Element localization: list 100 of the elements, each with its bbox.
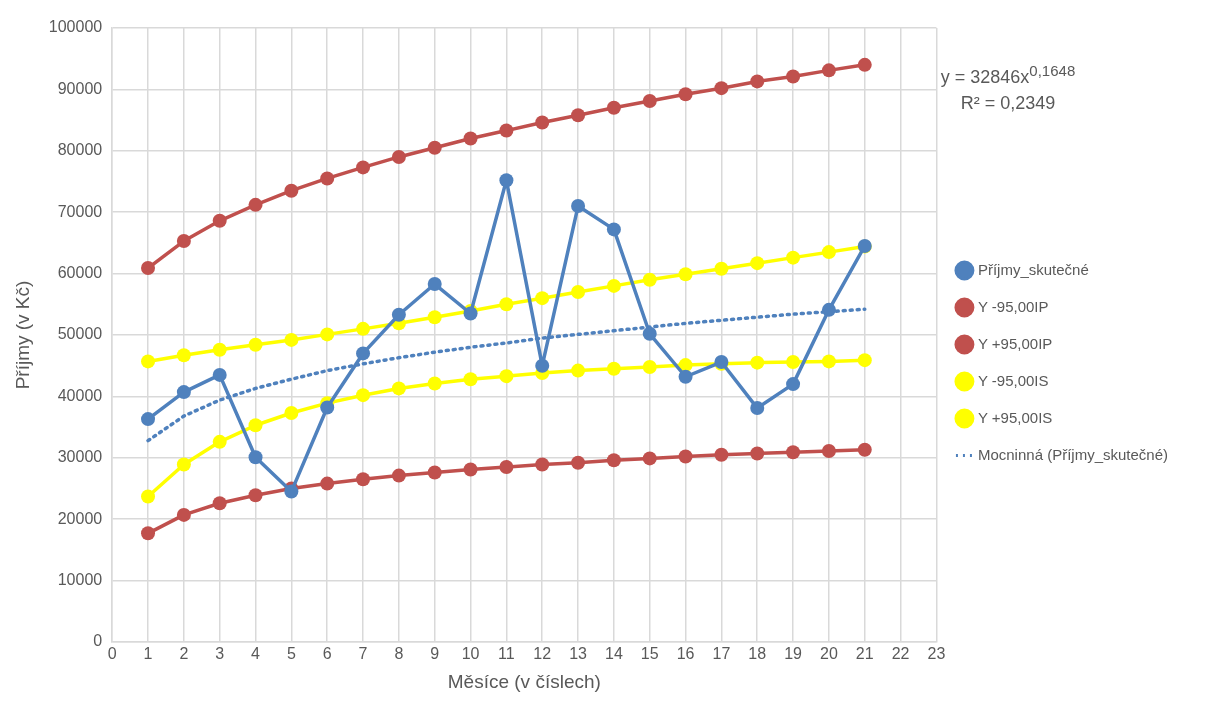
point	[750, 256, 765, 271]
text: y = 32846x$^{0,1648}$	[939, 61, 1077, 89]
legend-label: Y +95,00IP	[977, 334, 1053, 352]
point	[212, 434, 227, 449]
point	[499, 173, 514, 188]
x-tick-label: 3	[215, 645, 225, 663]
point	[786, 355, 801, 370]
point	[714, 261, 729, 276]
point	[750, 446, 765, 461]
x-tick-label: 9	[430, 645, 440, 663]
point	[714, 447, 729, 462]
x-tick-label: 8	[394, 645, 404, 663]
point	[821, 354, 836, 369]
x-tick-label: 11	[498, 645, 515, 663]
point	[212, 213, 227, 228]
point	[427, 376, 442, 391]
point	[212, 342, 227, 357]
point	[176, 507, 191, 522]
point	[571, 363, 586, 378]
point	[212, 367, 227, 382]
point	[857, 353, 872, 368]
point	[606, 453, 621, 468]
point	[391, 468, 406, 483]
point	[141, 526, 156, 541]
x-tick-label: 18	[748, 645, 767, 663]
point	[606, 100, 621, 115]
x-tick-label: 5	[286, 645, 296, 663]
point	[356, 160, 371, 175]
x-tick-label: 20	[820, 645, 838, 663]
y-tick-label: 20000	[57, 509, 103, 527]
point	[678, 449, 693, 464]
point	[248, 197, 263, 212]
point	[427, 277, 442, 292]
y-tick-label: 0	[93, 632, 103, 650]
point	[786, 69, 801, 84]
point	[141, 489, 156, 504]
y-tick-label: 50000	[57, 325, 103, 343]
y-tick-label: 80000	[57, 141, 103, 159]
point	[571, 285, 586, 300]
point	[499, 369, 514, 384]
point	[499, 297, 514, 312]
point	[857, 442, 872, 457]
legend-label: Y -95,00IP	[977, 297, 1049, 315]
x-tick-label: 14	[605, 645, 623, 663]
point	[356, 388, 371, 403]
point	[642, 326, 657, 341]
x-tick-label: 0	[107, 645, 117, 663]
x-tick-label: 2	[179, 645, 189, 663]
point	[212, 496, 227, 511]
point	[463, 372, 478, 387]
point	[463, 462, 478, 477]
point	[750, 74, 765, 89]
point	[535, 457, 550, 472]
point	[141, 354, 156, 369]
point	[427, 310, 442, 325]
point	[821, 63, 836, 78]
point	[356, 472, 371, 487]
point	[391, 307, 406, 322]
point	[248, 418, 263, 433]
x-tick-label: 17	[712, 645, 731, 663]
point	[176, 234, 191, 249]
x-tick-label: 6	[322, 645, 332, 663]
point	[427, 465, 442, 480]
y-tick-label: 30000	[57, 448, 103, 466]
point	[571, 199, 586, 214]
point	[606, 222, 621, 237]
point	[535, 115, 550, 130]
point	[284, 405, 299, 420]
point	[678, 87, 693, 102]
x-tick-label: 12	[533, 645, 552, 663]
point	[248, 450, 263, 465]
point	[678, 267, 693, 282]
point	[320, 476, 335, 491]
point	[606, 278, 621, 293]
y-tick-label: 10000	[57, 571, 103, 589]
point	[714, 81, 729, 96]
point	[320, 400, 335, 415]
x-tick-label: 1	[143, 645, 153, 663]
x-tick-label: 23	[927, 645, 946, 663]
legend-label: Y -95,00IS	[977, 371, 1049, 389]
x-tick-label: 19	[784, 645, 803, 663]
x-tick-label: 7	[358, 645, 368, 663]
point	[248, 337, 263, 352]
x-tick-label: 13	[569, 645, 588, 663]
point	[642, 272, 657, 287]
y-tick-label: 90000	[57, 79, 103, 97]
x-tick-label: 4	[251, 645, 261, 663]
point	[750, 355, 765, 370]
point	[821, 444, 836, 459]
x-tick-label: 16	[676, 645, 695, 663]
point	[786, 377, 801, 392]
point	[391, 149, 406, 164]
point	[284, 183, 299, 198]
point	[642, 94, 657, 109]
y-tick-label: 60000	[57, 264, 103, 282]
y-axis-title: Příjmy (v Kč)	[11, 280, 33, 390]
y-tick-label: 100000	[48, 18, 103, 36]
x-tick-label: 15	[640, 645, 659, 663]
y-tick-label: 40000	[57, 386, 103, 404]
point	[391, 381, 406, 396]
